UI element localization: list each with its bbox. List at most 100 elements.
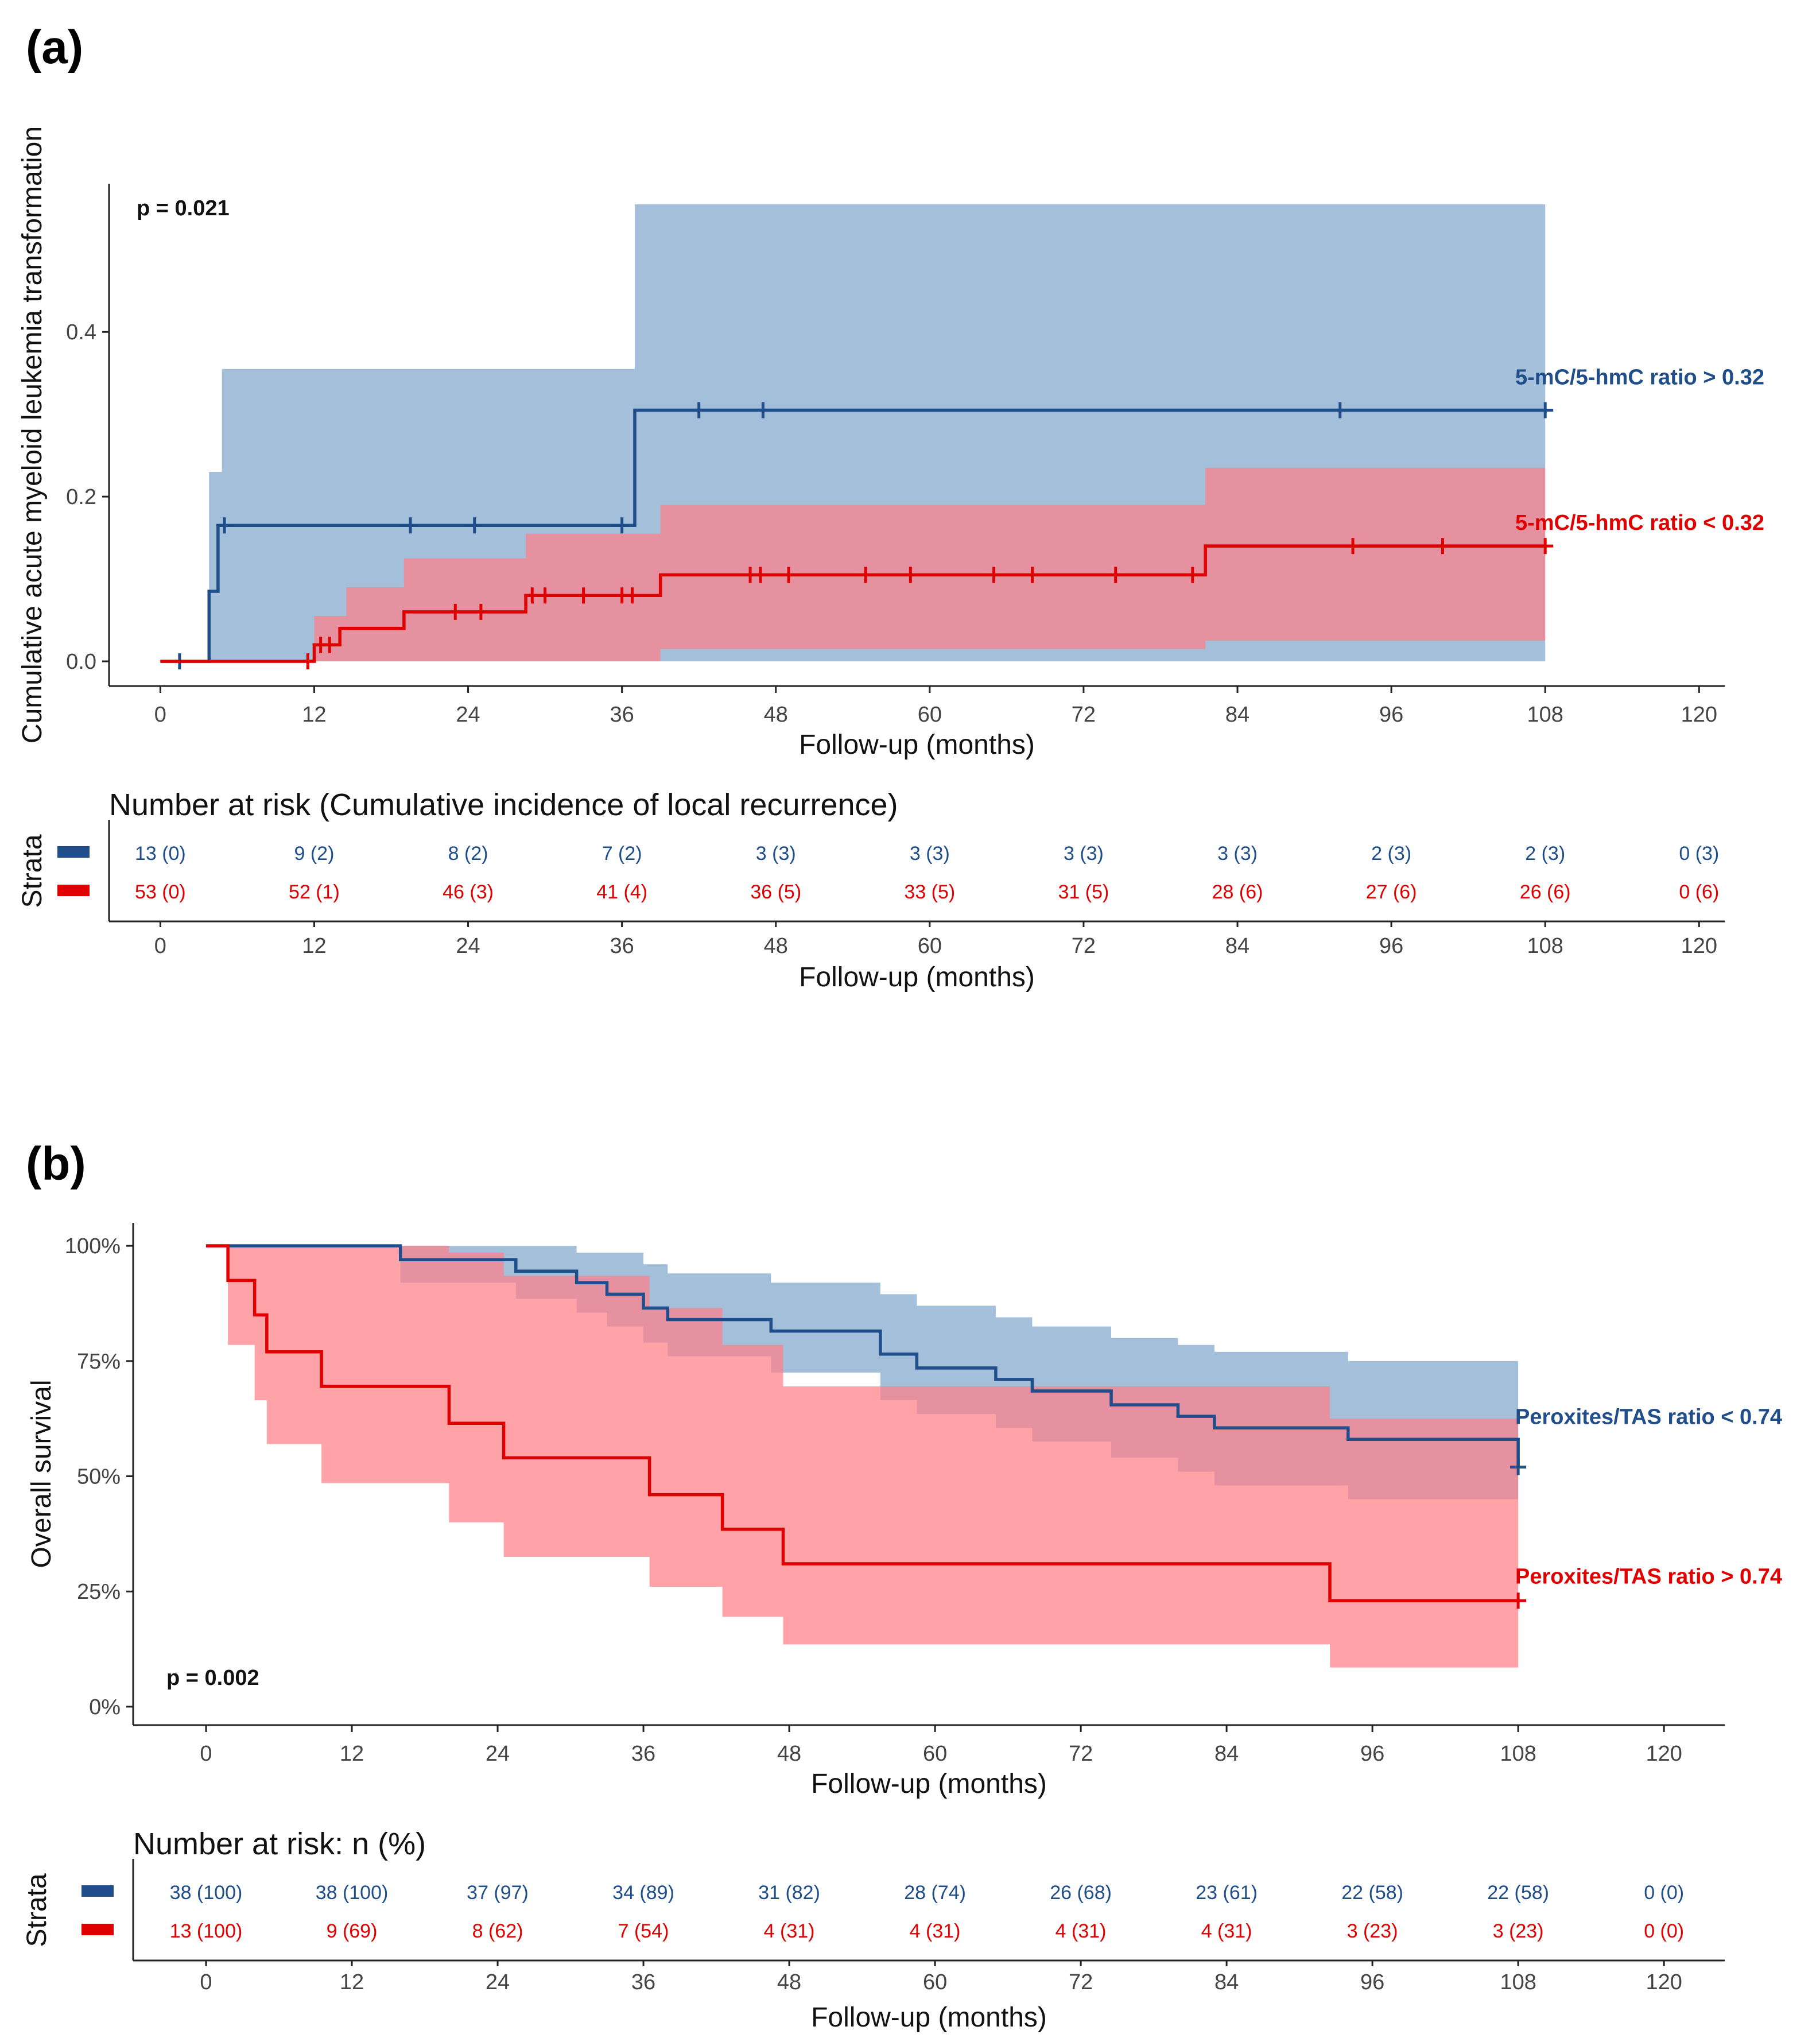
censor-mark xyxy=(1332,402,1348,419)
panel-a: (a)0 12 24 36 48 60 72 84 96 108 1200.00.20.4Follo… xyxy=(17,21,1764,993)
censor-mark xyxy=(690,402,707,419)
risk-cell: 33 (5) xyxy=(904,881,955,903)
y-tick-label: 0% xyxy=(89,1695,121,1719)
x-tick-label: 24 xyxy=(456,703,480,727)
x-tick-label: 84 xyxy=(1225,703,1249,727)
censor-mark xyxy=(447,603,464,620)
risk-x-tick-label: 108 xyxy=(1527,934,1563,958)
strata-legend-swatch xyxy=(82,1924,114,1935)
panel-label: (a) xyxy=(26,21,83,73)
x-tick-label: 96 xyxy=(1360,1742,1384,1766)
risk-x-tick-label: 60 xyxy=(923,1970,947,1994)
risk-cell: 22 (58) xyxy=(1341,1882,1403,1904)
risk-x-tick-label: 0 xyxy=(200,1970,212,1994)
survival-line-blue xyxy=(160,408,1546,663)
risk-x-tick-label: 0 xyxy=(154,934,166,958)
risk-table: Number at risk: n (%) 38 (100) 38 (100) 37 … xyxy=(22,1827,1725,2033)
x-tick-label: 0 xyxy=(154,703,166,727)
risk-cell: 3 (23) xyxy=(1493,1920,1544,1942)
panel-b: (b)0 12 24 36 48 60 72 84 96 108 1200%25%50%75%100… xyxy=(22,1138,1782,2033)
risk-cell: 28 (74) xyxy=(904,1882,966,1904)
censor-mark xyxy=(1537,402,1554,419)
risk-cell: 31 (82) xyxy=(758,1882,820,1904)
risk-cell: 27 (6) xyxy=(1366,881,1417,903)
y-axis-title: Cumulative acute myeloid leukemia transf… xyxy=(17,126,48,743)
x-tick-label: 72 xyxy=(1072,703,1096,727)
risk-x-tick-label: 36 xyxy=(610,934,634,958)
censor-mark xyxy=(402,517,419,534)
risk-table-x-title: Follow-up (months) xyxy=(811,2002,1047,2033)
risk-x-tick-label: 24 xyxy=(456,934,480,958)
strata-label: Strata xyxy=(17,834,48,908)
risk-cell: 38 (100) xyxy=(316,1882,389,1904)
x-tick-label: 12 xyxy=(340,1742,364,1766)
risk-table: Number at risk (Cumulative incidence of … xyxy=(17,788,1725,993)
censor-mark xyxy=(781,567,797,583)
x-tick-label: 36 xyxy=(610,703,634,727)
risk-cell: 22 (58) xyxy=(1487,1882,1549,1904)
x-tick-label: 60 xyxy=(923,1742,947,1766)
survival-line-blue xyxy=(206,1244,1520,1467)
strata-legend-swatch xyxy=(57,885,90,896)
risk-cell: 2 (3) xyxy=(1371,843,1411,865)
censor-mark xyxy=(1510,1592,1527,1609)
censor-mark xyxy=(755,402,771,419)
x-tick-label: 48 xyxy=(777,1742,801,1766)
x-tick-label: 108 xyxy=(1500,1742,1536,1766)
censor-mark xyxy=(857,567,874,583)
censor-mark xyxy=(1345,538,1361,555)
censor-mark xyxy=(216,517,233,534)
ci-band-red xyxy=(206,1246,1519,1668)
risk-x-tick-label: 12 xyxy=(302,934,326,958)
risk-x-tick-label: 120 xyxy=(1681,934,1717,958)
risk-cell: 52 (1) xyxy=(289,881,340,903)
risk-cell: 0 (0) xyxy=(1644,1920,1684,1942)
risk-x-tick-label: 84 xyxy=(1225,934,1249,958)
risk-cell: 7 (2) xyxy=(602,843,642,865)
risk-cell: 8 (62) xyxy=(472,1920,523,1942)
panel-label: (b) xyxy=(26,1138,86,1190)
risk-cell: 36 (5) xyxy=(750,881,801,903)
x-tick-label: 72 xyxy=(1069,1742,1093,1766)
risk-cell: 2 (3) xyxy=(1525,843,1565,865)
risk-x-tick-label: 96 xyxy=(1360,1970,1384,1994)
risk-x-tick-label: 48 xyxy=(764,934,788,958)
risk-cell: 53 (0) xyxy=(135,881,186,903)
y-axis-title: Overall survival xyxy=(26,1380,57,1568)
risk-table-title: Number at risk (Cumulative incidence of … xyxy=(109,788,898,822)
censor-mark xyxy=(624,587,641,604)
risk-cell: 3 (3) xyxy=(1064,843,1104,865)
censor-mark xyxy=(1434,538,1451,555)
risk-cell: 31 (5) xyxy=(1058,881,1109,903)
censor-mark xyxy=(1537,538,1554,555)
risk-x-tick-label: 72 xyxy=(1069,1970,1093,1994)
risk-cell: 0 (0) xyxy=(1644,1882,1684,1904)
risk-cell: 3 (3) xyxy=(756,843,796,865)
x-tick-label: 36 xyxy=(631,1742,655,1766)
risk-cell: 13 (0) xyxy=(135,843,186,865)
series-label-blue: Peroxites/TAS ratio < 0.74 xyxy=(1515,1405,1782,1429)
risk-cell: 0 (6) xyxy=(1679,881,1719,903)
x-axis-title: Follow-up (months) xyxy=(811,1769,1047,1799)
risk-cell: 7 (54) xyxy=(618,1920,669,1942)
strata-legend-swatch xyxy=(82,1885,114,1897)
risk-cell: 3 (3) xyxy=(910,843,950,865)
risk-cell: 34 (89) xyxy=(612,1882,674,1904)
censor-mark xyxy=(1510,1459,1527,1475)
censor-mark xyxy=(575,587,592,604)
risk-cell: 8 (2) xyxy=(448,843,488,865)
x-tick-label: 24 xyxy=(486,1742,510,1766)
strata-legend-swatch xyxy=(57,846,90,858)
censor-mark xyxy=(472,603,489,620)
risk-cell: 3 (3) xyxy=(1217,843,1258,865)
y-tick-label: 25% xyxy=(77,1580,121,1604)
censor-mark xyxy=(1184,567,1201,583)
censor-mark xyxy=(300,653,316,669)
risk-cell: 4 (31) xyxy=(1055,1920,1107,1942)
x-tick-label: 48 xyxy=(764,703,788,727)
risk-cell: 46 (3) xyxy=(443,881,494,903)
strata-label: Strata xyxy=(22,1873,52,1947)
risk-x-tick-label: 36 xyxy=(631,1970,655,1994)
x-tick-label: 96 xyxy=(1379,703,1403,727)
